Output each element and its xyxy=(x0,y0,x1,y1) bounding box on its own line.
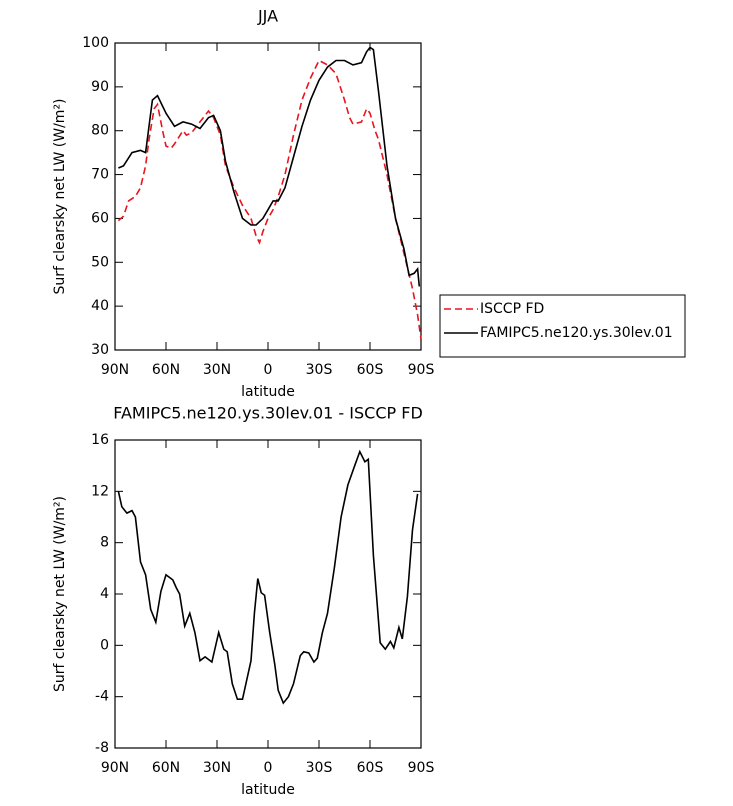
x-tick-label: 90N xyxy=(101,362,129,378)
x-tick-label: 60N xyxy=(152,362,180,378)
chart-title: FAMIPC5.ne120.ys.30lev.01 - ISCCP FD xyxy=(113,404,423,423)
y-tick-label: 80 xyxy=(91,123,109,139)
x-tick-label: 90S xyxy=(408,760,435,776)
x-axis-label: latitude xyxy=(241,384,295,400)
y-tick-label: 60 xyxy=(91,210,109,226)
y-tick-label: 30 xyxy=(91,342,109,358)
y-tick-label: 70 xyxy=(91,167,109,183)
y-tick-label: 16 xyxy=(91,432,109,448)
legend-label: FAMIPC5.ne120.ys.30lev.01 xyxy=(480,325,673,341)
y-tick-label: 50 xyxy=(91,254,109,270)
x-tick-label: 60N xyxy=(152,760,180,776)
x-axis-label: latitude xyxy=(241,782,295,798)
y-axis-label: Surf clearsky net LW (W/m²) xyxy=(52,98,68,294)
y-tick-label: 100 xyxy=(82,35,109,51)
y-tick-label: 0 xyxy=(100,637,109,653)
x-tick-label: 0 xyxy=(264,362,273,378)
y-tick-label: 8 xyxy=(100,535,109,551)
y-axis-label: Surf clearsky net LW (W/m²) xyxy=(52,496,68,692)
y-tick-label: -4 xyxy=(95,689,109,705)
series-line xyxy=(117,59,422,340)
legend-label: ISCCP FD xyxy=(480,301,544,317)
x-tick-label: 60S xyxy=(357,760,384,776)
x-tick-label: 30N xyxy=(203,362,231,378)
y-tick-label: 90 xyxy=(91,79,109,95)
series-line xyxy=(117,449,419,705)
chart-title: JJA xyxy=(257,7,278,26)
legend-frame xyxy=(439,294,686,358)
x-tick-label: 90S xyxy=(408,362,435,378)
x-tick-label: 30S xyxy=(306,362,333,378)
y-tick-label: 4 xyxy=(100,586,109,602)
x-tick-label: 0 xyxy=(264,760,273,776)
plot-frame xyxy=(114,42,422,351)
x-tick-label: 60S xyxy=(357,362,384,378)
y-tick-label: 12 xyxy=(91,483,109,499)
series-line xyxy=(118,46,421,287)
x-tick-label: 30N xyxy=(203,760,231,776)
y-tick-label: 40 xyxy=(91,298,109,314)
x-tick-label: 90N xyxy=(101,760,129,776)
x-tick-label: 30S xyxy=(306,760,333,776)
y-tick-label: -8 xyxy=(95,740,109,756)
